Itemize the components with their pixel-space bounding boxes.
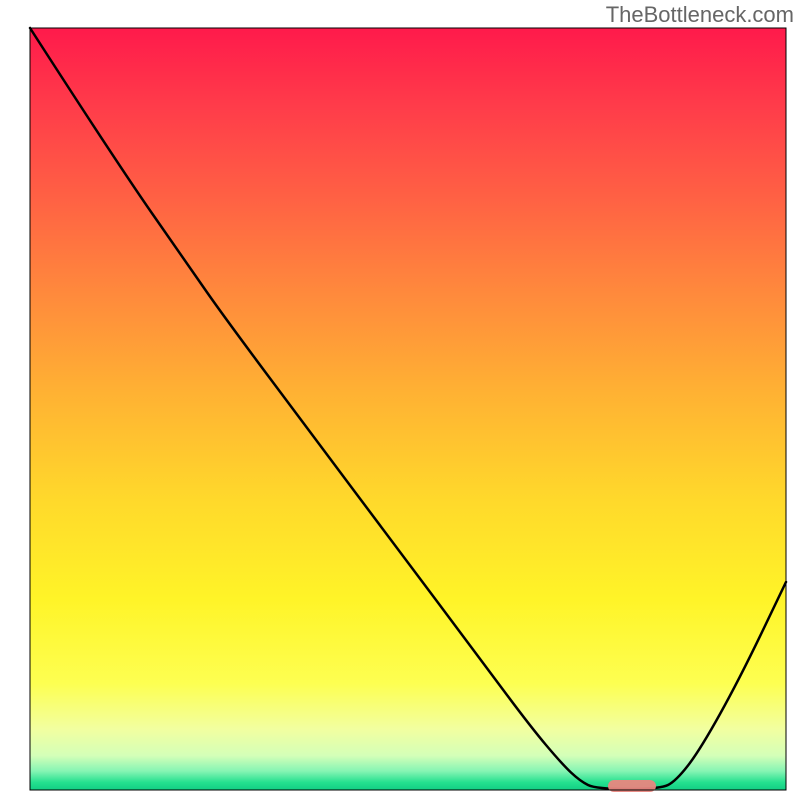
plot-background bbox=[30, 28, 786, 790]
bottleneck-chart bbox=[0, 0, 800, 800]
chart-container: TheBottleneck.com bbox=[0, 0, 800, 800]
watermark-text: TheBottleneck.com bbox=[606, 2, 794, 28]
